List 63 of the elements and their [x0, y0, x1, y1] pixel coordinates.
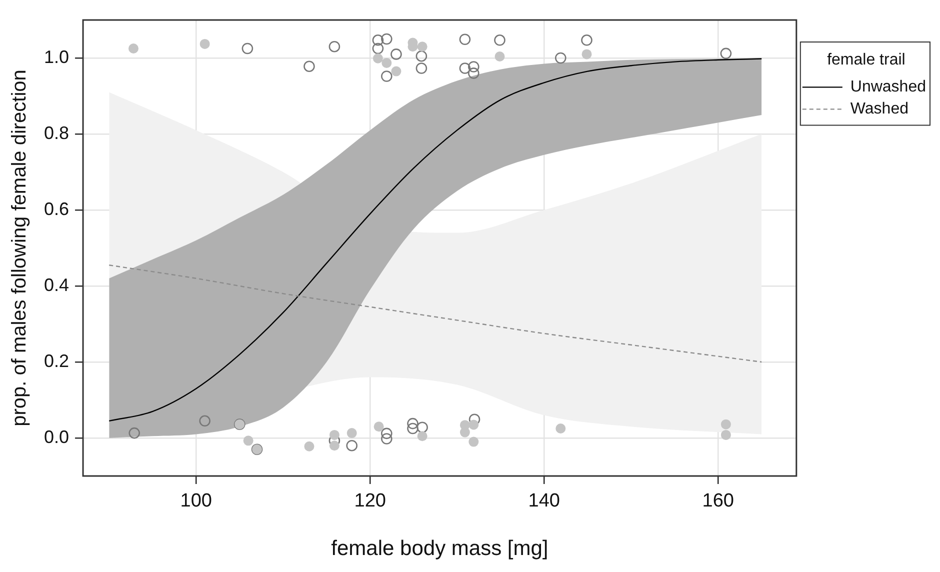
point: [390, 48, 402, 60]
point: [468, 420, 479, 430]
point: [417, 42, 428, 52]
point: [372, 42, 384, 54]
point: [304, 441, 314, 452]
point: [720, 419, 731, 430]
point: [720, 48, 732, 60]
point: [372, 53, 383, 64]
line-series: [108, 264, 762, 363]
point: [304, 60, 315, 72]
y-tick-label: 1.0: [44, 46, 70, 67]
point: [374, 422, 384, 432]
point: [329, 430, 340, 440]
point: [382, 58, 392, 68]
x-axis-title: female body mass [mg]: [331, 537, 548, 560]
point: [416, 50, 428, 62]
point: [416, 62, 428, 74]
y-tick-label: 0.4: [44, 274, 70, 295]
point: [391, 66, 402, 76]
point: [346, 428, 357, 438]
x-tick-label: 100: [180, 490, 212, 512]
y-axis-title: prop. of males following female direction: [8, 70, 31, 426]
point: [720, 430, 731, 440]
legend-title: female trail: [827, 51, 906, 68]
point: [380, 70, 392, 82]
point: [468, 436, 479, 447]
point: [459, 34, 471, 46]
point: [460, 427, 470, 438]
point: [243, 436, 254, 446]
point: [494, 51, 505, 62]
point: [417, 431, 428, 442]
y-tick-label: 0.0: [44, 426, 70, 447]
point: [200, 38, 210, 49]
point: [380, 428, 392, 440]
point: [407, 422, 418, 434]
point: [128, 427, 140, 439]
point: [416, 422, 428, 434]
point: [459, 62, 471, 74]
point: [556, 424, 566, 434]
point: [494, 34, 506, 46]
x-tick-label: 140: [528, 490, 560, 512]
x-tick-label: 160: [702, 490, 734, 512]
point: [328, 40, 340, 52]
point: [407, 418, 418, 430]
legend-label: Unwashed: [850, 78, 926, 96]
x-tick-label: 120: [354, 490, 386, 512]
point: [242, 42, 254, 54]
point: [372, 34, 384, 46]
point: [554, 52, 566, 64]
point: [582, 49, 592, 60]
y-tick-label: 0.6: [44, 198, 70, 219]
legend-label: Washed: [850, 100, 909, 118]
y-tick-label: 0.8: [44, 122, 70, 143]
point: [380, 433, 392, 444]
point: [346, 440, 358, 452]
point: [128, 44, 138, 54]
point: [329, 440, 340, 451]
point: [581, 34, 592, 46]
y-tick-label: 0.2: [44, 350, 70, 371]
point: [468, 61, 480, 72]
point: [380, 33, 392, 45]
point: [199, 415, 210, 427]
point: [468, 68, 480, 79]
